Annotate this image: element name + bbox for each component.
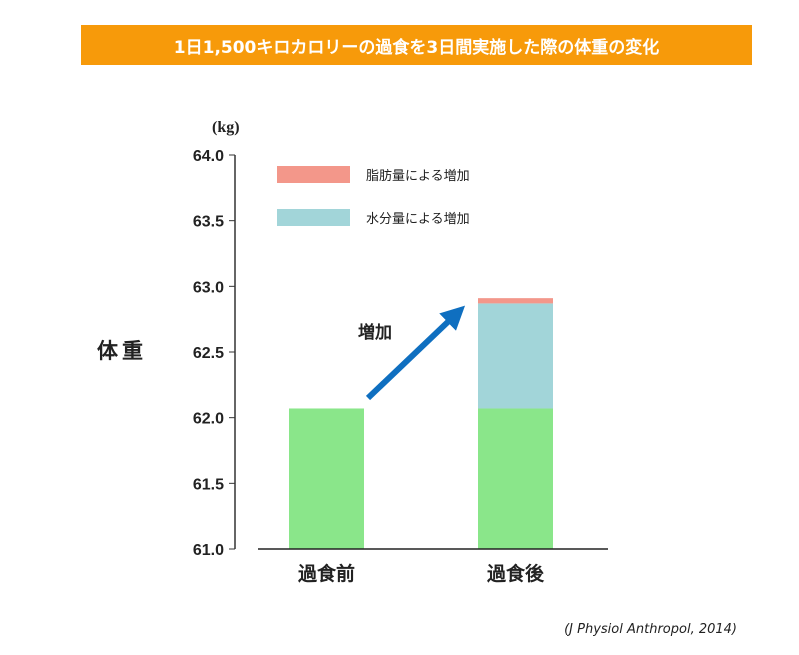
y-tick-label: 62.0	[193, 411, 224, 428]
bar-fat	[478, 298, 553, 304]
legend-swatch	[277, 166, 350, 183]
y-unit: (kg)	[212, 119, 240, 136]
y-tick-label: 61.0	[193, 542, 224, 559]
annotation-label: 増加	[358, 322, 392, 343]
y-tick-label: 62.5	[193, 345, 224, 362]
y-axis-label: 体重	[97, 339, 147, 363]
y-tick-label: 63.5	[193, 214, 224, 231]
legend-label: 水分量による増加	[366, 212, 470, 227]
bar-base	[478, 408, 553, 549]
x-tick-label: 過食後	[487, 562, 545, 585]
y-tick-label: 64.0	[193, 148, 224, 165]
x-tick-label: 過食前	[298, 562, 355, 585]
bar-water	[478, 303, 553, 409]
y-tick-label: 61.5	[193, 476, 224, 493]
chart-title: 1日1,500キロカロリーの過食を3日間実施した際の体重の変化	[81, 25, 752, 65]
y-tick-label: 63.0	[193, 279, 224, 296]
increase-arrow-icon	[365, 305, 466, 401]
legend-swatch	[277, 209, 350, 226]
bar-base	[289, 408, 364, 549]
legend-label: 脂肪量による増加	[366, 168, 470, 184]
source-citation: (J Physiol Anthropol, 2014)	[564, 622, 737, 637]
